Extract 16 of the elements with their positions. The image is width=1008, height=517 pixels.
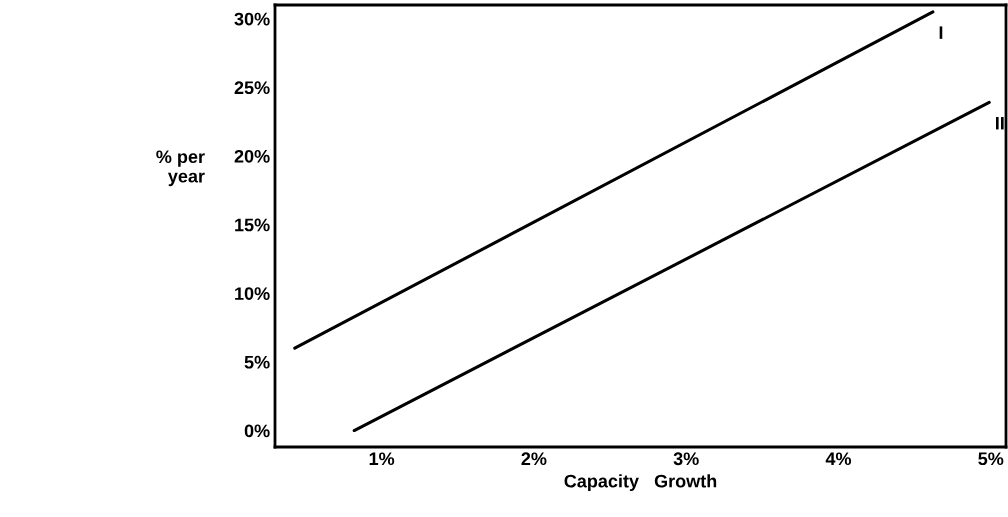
y-tick-label: 20%: [234, 149, 270, 163]
y-tick-label: 5%: [244, 355, 270, 369]
y-tick-label: 15%: [235, 218, 270, 232]
y-axis-title: % per year: [156, 150, 205, 187]
x-tick-label: 1%: [369, 452, 395, 466]
x-tick-label: 3%: [673, 452, 699, 466]
y-tick-label: 0%: [244, 424, 270, 438]
y-tick-label: 30%: [234, 12, 270, 26]
y-tick-label: 25%: [234, 81, 270, 95]
series-label: II: [996, 117, 1004, 130]
x-tick-label: 4%: [825, 452, 852, 466]
x-tick-label: 2%: [521, 452, 547, 466]
x-axis-title: Capacity Growth: [564, 474, 717, 492]
series-label: I: [939, 26, 943, 39]
y-tick-label: 10%: [235, 287, 270, 300]
x-tick-label: 5%: [978, 452, 1004, 466]
